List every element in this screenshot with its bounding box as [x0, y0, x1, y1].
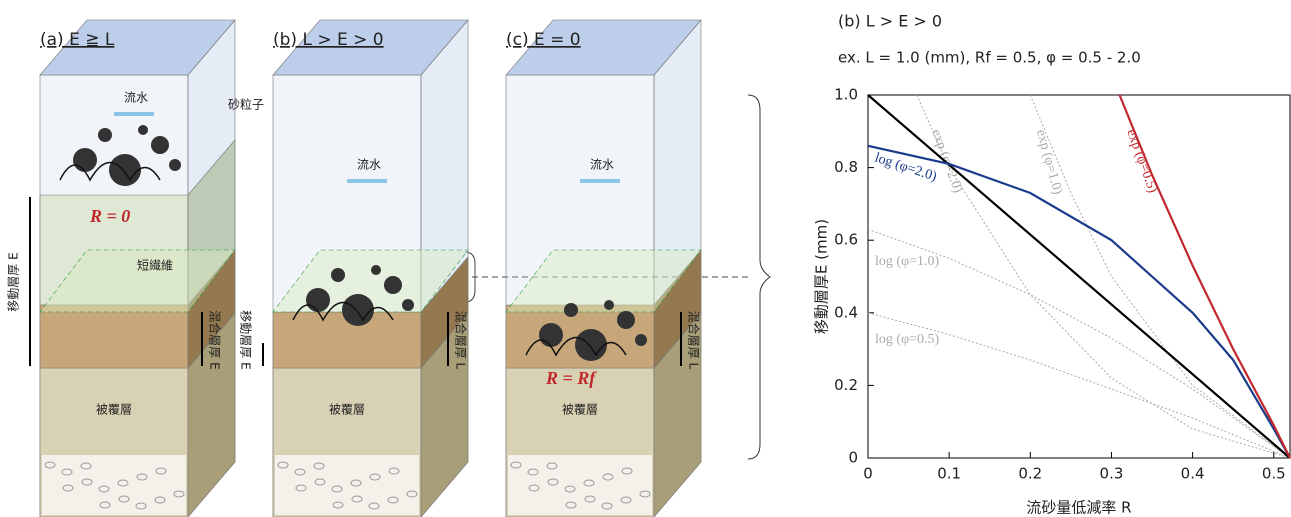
y-tick-label: 0.6 [834, 231, 858, 249]
curve-label: exp (φ=1.0) [1033, 128, 1065, 196]
x-tick-label: 0.2 [1018, 465, 1042, 483]
sand-particle [617, 311, 635, 329]
y-tick-label: 0.8 [834, 158, 858, 176]
sand-particle [169, 159, 181, 171]
curve-label: exp (φ=0.5) [1123, 127, 1160, 195]
sand-particle [73, 148, 97, 172]
sand-particle [306, 288, 330, 312]
flow-label: 流水 [590, 158, 614, 172]
x-axis-label: 流砂量低減率 R [1026, 499, 1131, 517]
r-label: R = Rf [545, 368, 597, 388]
flow-label: 流水 [357, 158, 381, 172]
fiber-label: 短繊維 [137, 259, 173, 273]
mobile-label: 移動層厚 E [239, 310, 253, 369]
flow-label: 流水 [124, 91, 148, 105]
x-tick-label: 0.3 [1100, 465, 1124, 483]
cover-label: 被覆層 [329, 403, 365, 417]
mixed-label: 混合層厚 L [454, 311, 469, 370]
mixed-label: 混合層厚 L [687, 311, 702, 370]
sand-particle [575, 329, 607, 361]
y-tick-label: 0.4 [834, 303, 858, 321]
sand-particle [604, 300, 614, 310]
x-tick-label: 0 [863, 465, 873, 483]
panel-title: (b) L > E > 0 [273, 30, 384, 50]
figure: (a) E ≧ L 流水被覆層 混合層厚 E R = 0 (b) L > E > 0 流水… [0, 0, 1291, 517]
panel-title: (c) E = 0 [506, 30, 581, 50]
gravel [275, 455, 419, 515]
sand-particle [342, 294, 374, 326]
sand-particle [331, 268, 345, 282]
sand-particle [109, 154, 141, 186]
curve-label: log (φ=2.0) [873, 151, 939, 185]
curve [1030, 95, 1290, 458]
chart-subtitle: ex. L = 1.0 (mm), Rf = 0.5, φ = 0.5 - 2.… [838, 49, 1141, 67]
y-tick-label: 0.2 [834, 376, 858, 394]
sand-particle [151, 136, 169, 154]
chart-title: (b) L > E > 0 [838, 12, 942, 31]
y-axis-label: 移動層厚E (mm) [813, 219, 831, 334]
mixed-layer-front [40, 305, 188, 368]
sand-particle [138, 125, 148, 135]
panel-title: (a) E ≧ L [40, 30, 115, 50]
gravel [508, 455, 652, 515]
brace [748, 95, 770, 459]
y-tick-label: 0 [848, 449, 858, 467]
gravel [42, 455, 186, 515]
curve-label: log (φ=0.5) [875, 332, 940, 347]
sand-particle [402, 299, 414, 311]
sand-particle [98, 128, 112, 142]
particle-label: 砂粒子 [228, 97, 264, 112]
x-tick-label: 0.4 [1181, 465, 1205, 483]
sand-particle [539, 323, 563, 347]
mobile-label: 移動層厚 E [7, 252, 21, 311]
x-tick-label: 0.5 [1262, 465, 1286, 483]
sand-particle [635, 334, 647, 346]
sand-particle [384, 276, 402, 294]
cover-label: 被覆層 [96, 403, 132, 417]
sand-particle [371, 265, 381, 275]
curve [917, 95, 1290, 458]
x-tick-label: 0.1 [937, 465, 961, 483]
curve-label: log (φ=1.0) [875, 254, 940, 269]
sand-particle [564, 303, 578, 317]
r-label: R = 0 [89, 206, 130, 226]
curve [868, 95, 1290, 458]
y-tick-label: 1.0 [834, 86, 858, 104]
cover-label: 被覆層 [562, 403, 598, 417]
mixed-label: 混合層厚 E [208, 310, 223, 369]
